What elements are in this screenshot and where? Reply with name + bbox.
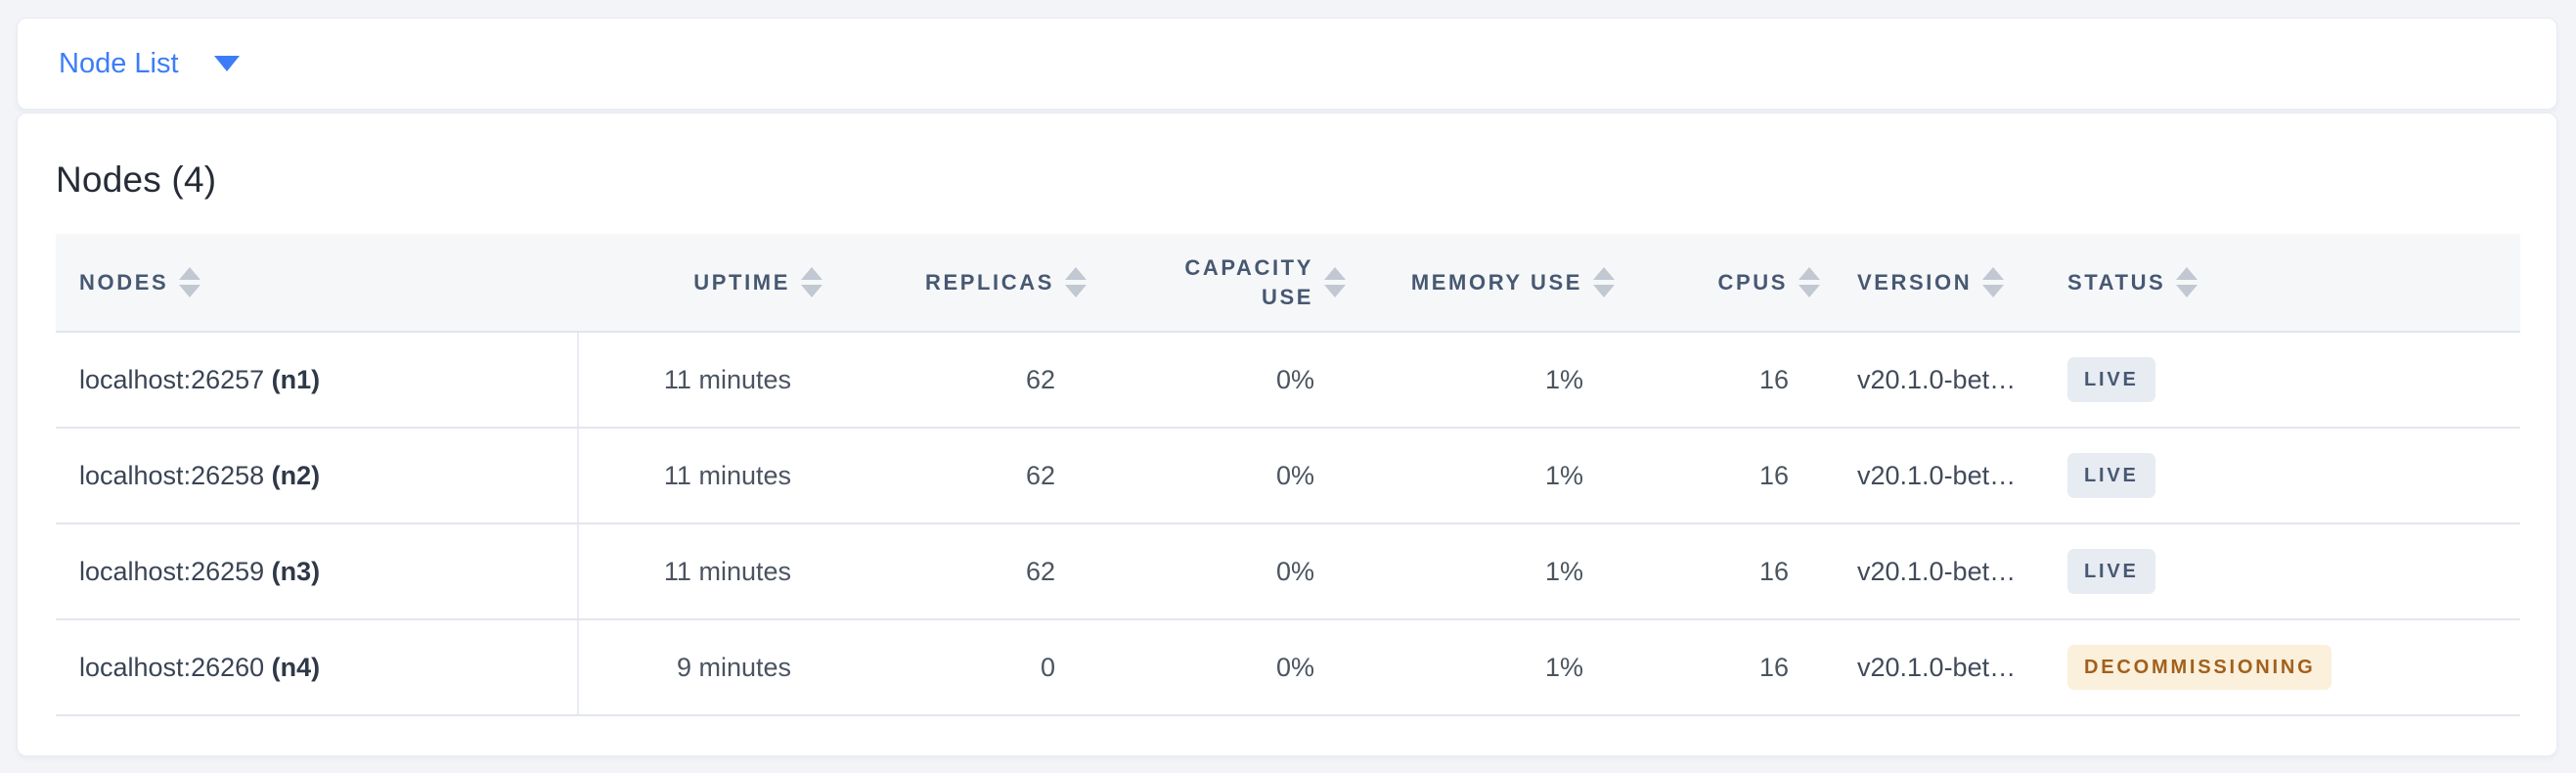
sort-icon (1324, 267, 1346, 297)
column-header-label: NODES (79, 269, 169, 295)
column-header-version[interactable]: VERSION (1834, 234, 2044, 333)
column-header-nodes[interactable]: NODES (56, 234, 578, 333)
node-id: (n3) (271, 556, 321, 586)
node-id: (n1) (271, 364, 321, 394)
cell-replicas: 62 (836, 523, 1100, 620)
sort-icon (179, 267, 201, 297)
node-address: localhost:26257 (79, 364, 265, 394)
table-row: localhost:26257 (n1) 11 minutes 62 0% 1%… (56, 332, 2520, 429)
status-badge: LIVE (2067, 357, 2155, 402)
cell-capacity-use: 0% (1100, 332, 1359, 429)
sort-icon (1065, 267, 1087, 297)
status-badge: DECOMMISSIONING (2067, 645, 2332, 690)
cell-version: v20.1.0-bet… (1834, 332, 2044, 429)
cell-status: LIVE (2044, 523, 2520, 620)
column-header-label: MEMORY USE (1410, 269, 1582, 295)
column-header-label: VERSION (1857, 269, 1973, 295)
cell-cpus: 16 (1628, 523, 1834, 620)
cell-uptime: 11 minutes (578, 523, 836, 620)
cell-capacity-use: 0% (1100, 619, 1359, 716)
cell-status: LIVE (2044, 428, 2520, 524)
sort-icon (2176, 267, 2198, 297)
node-id: (n2) (271, 460, 321, 490)
cell-capacity-use: 0% (1100, 523, 1359, 620)
cell-cpus: 16 (1628, 428, 1834, 524)
node-list-dropdown-label: Node List (59, 47, 179, 79)
view-selector-bar: Node List (17, 18, 2557, 110)
table-row: localhost:26260 (n4) 9 minutes 0 0% 1% 1… (56, 619, 2520, 716)
column-header-status[interactable]: STATUS (2044, 234, 2520, 333)
cell-version: v20.1.0-bet… (1834, 619, 2044, 716)
cell-memory-use: 1% (1359, 523, 1628, 620)
cell-status: DECOMMISSIONING (2044, 619, 2520, 716)
cell-node-address: localhost:26260 (n4) (56, 619, 579, 716)
node-list-dropdown[interactable]: Node List (59, 48, 240, 80)
cell-replicas: 0 (836, 619, 1100, 716)
cell-memory-use: 1% (1359, 619, 1628, 716)
column-header-cpus[interactable]: CPUS (1628, 234, 1834, 333)
table-row: localhost:26259 (n3) 11 minutes 62 0% 1%… (56, 523, 2520, 620)
cell-node-address: localhost:26258 (n2) (56, 428, 579, 524)
nodes-card: Nodes (4) NODES UPTIME (17, 113, 2557, 756)
cell-status: LIVE (2044, 332, 2520, 429)
nodes-count-heading: Nodes (4) (56, 159, 217, 200)
column-header-label: CAPACITY USE (1184, 254, 1313, 309)
table-row: localhost:26258 (n2) 11 minutes 62 0% 1%… (56, 428, 2520, 524)
sort-icon (1799, 267, 1820, 297)
node-address: localhost:26260 (79, 652, 265, 682)
cell-uptime: 11 minutes (578, 428, 836, 524)
caret-down-icon (213, 56, 240, 71)
node-id: (n4) (271, 652, 321, 682)
column-header-replicas[interactable]: REPLICAS (836, 234, 1100, 333)
sort-icon (1982, 267, 2005, 297)
node-address: localhost:26259 (79, 556, 265, 586)
cell-version: v20.1.0-bet… (1834, 428, 2044, 524)
sort-icon (1593, 267, 1615, 297)
cell-cpus: 16 (1628, 619, 1834, 716)
column-header-label: REPLICAS (924, 269, 1054, 295)
cell-memory-use: 1% (1359, 428, 1628, 524)
column-header-label: STATUS (2067, 269, 2166, 295)
nodes-table: NODES UPTIME REPLICAS (56, 234, 2520, 716)
cell-node-address: localhost:26257 (n1) (56, 332, 579, 429)
cell-capacity-use: 0% (1100, 428, 1359, 524)
column-header-memory-use[interactable]: MEMORY USE (1359, 234, 1628, 333)
column-header-capacity-use[interactable]: CAPACITY USE (1100, 234, 1359, 333)
column-header-label: UPTIME (693, 269, 790, 295)
cell-replicas: 62 (836, 332, 1100, 429)
cell-cpus: 16 (1628, 332, 1834, 429)
cell-replicas: 62 (836, 428, 1100, 524)
sort-icon (801, 267, 822, 297)
column-header-uptime[interactable]: UPTIME (578, 234, 836, 333)
status-badge: LIVE (2067, 453, 2155, 498)
column-header-label: CPUS (1717, 269, 1788, 295)
cell-node-address: localhost:26259 (n3) (56, 523, 579, 620)
cell-uptime: 9 minutes (578, 619, 836, 716)
cell-uptime: 11 minutes (578, 332, 836, 429)
node-address: localhost:26258 (79, 460, 265, 490)
status-badge: LIVE (2067, 549, 2155, 594)
table-header-row: NODES UPTIME REPLICAS (56, 234, 2520, 333)
cell-version: v20.1.0-bet… (1834, 523, 2044, 620)
cell-memory-use: 1% (1359, 332, 1628, 429)
